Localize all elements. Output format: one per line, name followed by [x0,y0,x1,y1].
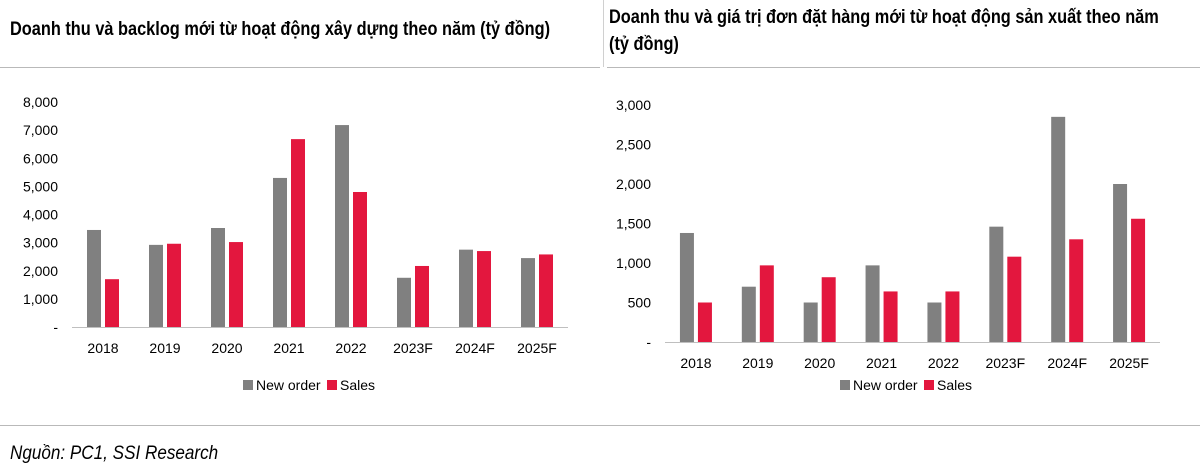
y-tick-label: 4,000 [23,207,58,223]
x-tick-label: 2025F [1109,355,1149,371]
title-separator [603,0,604,67]
legend-label-new-order: New order [256,377,321,393]
bar-new-order-2018 [87,229,101,327]
x-tick-label: 2021 [866,355,897,371]
construction-bar-chart: - 1,000 2,000 3,000 4,000 5,000 6,000 7,000 8,00… [23,94,568,393]
y-tick-label: 5,000 [23,178,58,194]
y-tick-label: 7,000 [23,122,58,138]
legend-label-new-order: New order [853,377,918,393]
x-tick-label: 2020 [804,355,835,371]
y-tick-label: 1,000 [23,291,58,307]
bar-sales-2020 [821,277,836,342]
divider-top-right [607,67,1200,68]
x-tick-label: 2022 [335,340,366,356]
bar-new-order-2021 [273,177,287,327]
x-tick-label: 2021 [273,340,304,356]
legend-swatch-sales [327,380,337,390]
divider-top-left [0,67,600,68]
y-tick-label: 1,000 [616,255,651,271]
chart-title-construction: Doanh thu và backlog mới từ hoạt động xâ… [10,19,551,40]
divider-bottom [0,425,1200,426]
bar-sales-2018 [697,302,712,342]
legend-label-sales: Sales [937,377,972,393]
y-tick-label: 3,000 [23,235,58,251]
y-tick-label: 8,000 [23,94,58,110]
y-tick-label: 3,000 [616,97,651,113]
x-tick-label: 2019 [149,340,180,356]
bar-new-order-2025F [1113,184,1128,342]
bar-sales-2025F [539,254,553,327]
y-tick-label: 2,000 [616,176,651,192]
bar-new-order-2025F [521,258,535,327]
bar-new-order-2019 [149,244,163,327]
bar-new-order-2020 [803,302,818,342]
x-tick-label: 2024F [1047,355,1087,371]
bar-new-order-2022 [927,302,942,342]
bar-sales-2024F [477,251,491,327]
bar-new-order-2024F [459,249,473,327]
bar-new-order-2022 [335,125,349,327]
manufacturing-bar-chart: - 500 1,000 1,500 2,000 2,500 3,000 2018 2019 202… [616,97,1160,393]
bar-sales-2020 [229,242,243,327]
bar-new-order-2023F [989,226,1004,342]
x-tick-label: 2025F [517,340,557,356]
bar-new-order-2023F [397,277,411,327]
x-tick-label: 2018 [87,340,118,356]
legend-swatch-sales [924,380,934,390]
y-tick-label: 500 [628,295,652,311]
bar-sales-2025F [1131,218,1146,342]
bar-new-order-2024F [1051,116,1066,342]
bar-sales-2022 [945,291,960,342]
legend-swatch-new-order [243,380,253,390]
bar-sales-2022 [353,192,367,327]
bar-sales-2019 [759,265,774,342]
chart-title-manufacturing-line1: Doanh thu và giá trị đơn đặt hàng mới từ… [609,7,1159,28]
source-note: Nguồn: PC1, SSI Research [10,443,219,464]
bar-new-order-2021 [865,265,880,342]
x-tick-label: 2023F [985,355,1025,371]
bar-sales-2024F [1069,239,1084,342]
chart-title-manufacturing: Doanh thu và giá trị đơn đặt hàng mới từ… [609,4,1159,58]
bar-sales-2021 [883,291,898,342]
x-tick-label: 2018 [680,355,711,371]
bar-new-order-2020 [211,228,225,327]
bar-new-order-2019 [741,286,756,342]
bar-sales-2023F [415,265,429,327]
bar-sales-2023F [1007,256,1022,342]
x-tick-label: 2019 [742,355,773,371]
y-tick-label: - [53,319,58,335]
x-tick-label: 2024F [455,340,495,356]
bar-sales-2019 [167,243,181,327]
bar-new-order-2018 [679,232,694,342]
bar-sales-2018 [105,279,119,327]
bar-sales-2021 [291,139,305,327]
x-tick-label: 2020 [211,340,242,356]
x-tick-label: 2023F [393,340,433,356]
y-tick-label: 6,000 [23,150,58,166]
x-tick-label: 2022 [928,355,959,371]
legend-swatch-new-order [840,380,850,390]
y-tick-label: 2,500 [616,137,651,153]
y-tick-label: - [646,334,651,350]
y-tick-label: 2,000 [23,263,58,279]
legend-label-sales: Sales [340,377,375,393]
y-tick-label: 1,500 [616,216,651,232]
chart-title-manufacturing-line2: (tỷ đồng) [609,34,679,55]
